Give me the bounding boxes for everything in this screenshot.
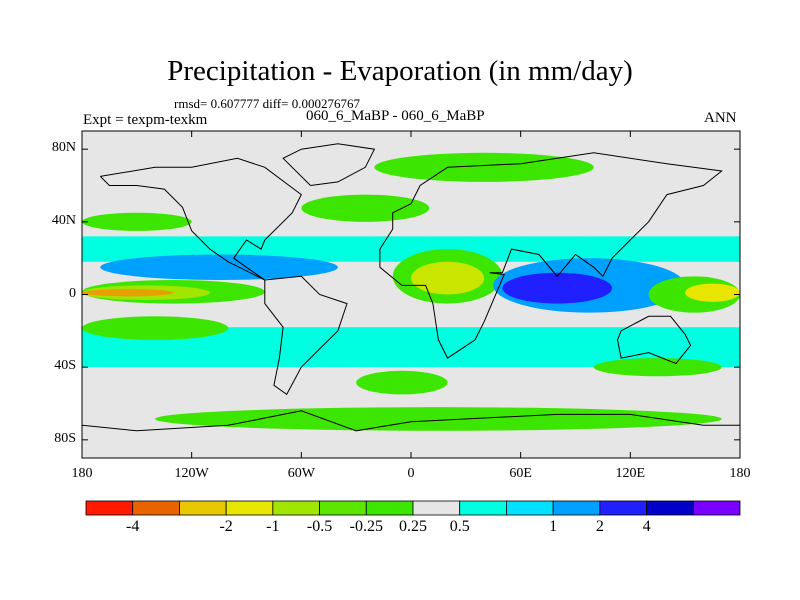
- colorbar-swatch: [552, 500, 601, 516]
- coastline-australia: [616, 315, 692, 365]
- colorbar-swatch: [179, 500, 227, 516]
- colorbar-label: -1: [266, 518, 280, 535]
- colorbar-label: -2: [219, 518, 233, 535]
- lon-tick-label: 60W: [287, 466, 315, 481]
- field-regions: [82, 152, 740, 431]
- region-south-atlantic-green: [356, 370, 448, 395]
- stats-line: rmsd= 0.607777 diff= 0.000276767: [174, 96, 360, 111]
- colorbar-label: 2: [595, 518, 604, 535]
- region-south-pacific-green: [82, 316, 229, 340]
- season-label: ANN: [704, 110, 737, 126]
- coastline-eurasia-africa: [379, 152, 723, 359]
- colorbar: [85, 500, 741, 516]
- region-west-pacific-yellow: [685, 283, 740, 302]
- figure-title: Precipitation - Evaporation (in mm/day): [167, 55, 633, 87]
- colorbar-swatch: [646, 500, 694, 516]
- colorbar-label: -0.25: [349, 518, 383, 535]
- coastline-north-america: [99, 157, 302, 281]
- lat-tick-label: 40S: [54, 358, 76, 374]
- colorbar-label: 0.5: [449, 518, 470, 535]
- region-north-atlantic-green: [301, 194, 430, 222]
- coastline-greenland: [282, 143, 376, 186]
- colorbar-swatch: [506, 500, 554, 516]
- region-itcz-pacific-orange: [82, 289, 174, 297]
- colorbar-label: 4: [642, 518, 651, 535]
- region-southern-green-band: [155, 407, 722, 431]
- region-africa-yellow: [411, 261, 485, 295]
- colorbar-swatch: [85, 500, 134, 516]
- region-pacific-light-blue: [100, 254, 338, 280]
- lon-tick-label: 120W: [174, 466, 209, 481]
- colorbar-swatch: [272, 500, 320, 516]
- coastline-antarctica: [82, 410, 740, 432]
- lon-tick-label: 120E: [615, 466, 646, 481]
- lat-tick-label: 80S: [54, 430, 76, 446]
- colorbar-swatch: [132, 500, 180, 516]
- lon-tick-label: 0: [407, 466, 415, 481]
- region-arctic-green: [374, 152, 594, 182]
- lon-tick-label: 60E: [509, 466, 532, 481]
- colorbar-label: -4: [126, 518, 140, 535]
- colorbar-swatch: [692, 500, 741, 516]
- colorbar-swatch: [225, 500, 274, 516]
- lon-tick-label: 180: [71, 466, 93, 481]
- axis-ticks: [81, 131, 741, 458]
- region-indian-ocean-dark-blue: [502, 272, 613, 304]
- lat-tick-label: 0: [69, 285, 76, 301]
- experiment-label: Expt = texpm-texkm: [83, 112, 208, 128]
- colorbar-swatch: [319, 500, 367, 516]
- colorbar-label: 1: [549, 518, 558, 535]
- region-south-indian-green: [593, 358, 722, 377]
- lat-tick-label: 80N: [51, 140, 76, 156]
- region-north-pacific-green: [82, 212, 192, 231]
- lon-tick-label: 180: [729, 466, 751, 481]
- runs-label: 060_6_MaBP - 060_6_MaBP: [306, 108, 485, 124]
- coastline-south-america: [264, 275, 348, 396]
- lat-tick-label: 40N: [51, 212, 76, 228]
- colorbar-swatch: [599, 500, 647, 516]
- colorbar-swatch: [459, 500, 507, 516]
- colorbar-swatch: [365, 500, 414, 516]
- coastlines: [82, 143, 740, 432]
- colorbar-label: 0.25: [399, 518, 427, 535]
- colorbar-swatch: [412, 500, 461, 516]
- colorbar-label: -0.5: [306, 518, 333, 535]
